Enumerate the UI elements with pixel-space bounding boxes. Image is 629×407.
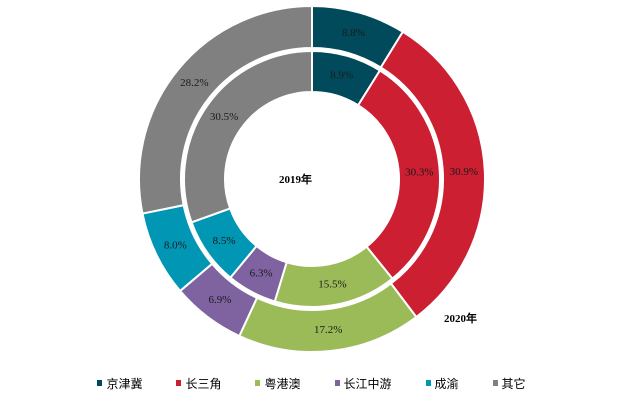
outer-label-changjiangzhongyou: 6.9% (209, 294, 232, 306)
inner-label-changsanjiao: 30.3% (405, 167, 433, 179)
legend-item-changjiangzhongyou[interactable]: 长江中游 (334, 375, 392, 392)
legend-swatch-icon (255, 380, 261, 386)
legend-label: 长江中游 (343, 376, 392, 391)
legend-label: 粤港澳 (264, 376, 301, 391)
legend-label: 成渝 (434, 376, 459, 391)
legend-label: 长三角 (185, 376, 222, 391)
outer-label-changsanjiao: 30.9% (450, 166, 478, 178)
legend-item-jingjinji[interactable]: 京津冀 (97, 375, 142, 392)
inner-ring-2019 (183, 49, 441, 308)
outer-label-qita: 28.2% (180, 77, 208, 89)
legend-item-yuegangao[interactable]: 粤港澳 (255, 375, 301, 392)
legend-item-chengyu[interactable]: 成渝 (425, 375, 459, 392)
outer-ring-2020 (138, 4, 486, 353)
segment-labels: 8.9% 30.3% 15.5% 6.3% 8.5% 30.5% 8.8% 30.9% 17.2… (164, 27, 478, 336)
outer-segment-qita[interactable] (138, 4, 313, 215)
outer-label-jingjinji: 8.8% (342, 27, 365, 39)
nested-donut-chart: 8.9% 30.3% 15.5% 6.3% 8.5% 30.5% 8.8% 30.9% 17.2… (138, 4, 486, 353)
legend-swatch-icon (425, 380, 431, 386)
inner-segment-qita[interactable] (183, 49, 313, 224)
outer-year-label: 2020年 (444, 311, 477, 325)
inner-label-jingjinji: 8.9% (330, 70, 353, 82)
inner-label-qita: 30.5% (210, 111, 238, 123)
inner-label-changjiangzhongyou: 6.3% (250, 268, 273, 280)
inner-label-chengyu: 8.5% (213, 235, 236, 247)
legend-swatch-icon (97, 380, 103, 386)
legend-label: 其它 (501, 376, 526, 391)
outer-label-yuegangao: 17.2% (314, 324, 342, 336)
legend-item-changsanjiao[interactable]: 长三角 (176, 375, 221, 392)
legend-swatch-icon (176, 380, 182, 386)
legend-swatch-icon (492, 380, 498, 386)
center-year-label: 2019年 (279, 172, 312, 186)
legend-swatch-icon (334, 380, 340, 386)
legend-item-qita[interactable]: 其它 (492, 375, 526, 392)
outer-label-chengyu: 8.0% (164, 239, 187, 251)
inner-label-yuegangao: 15.5% (318, 279, 346, 291)
legend-label: 京津冀 (106, 376, 143, 391)
legend: 京津冀 长三角 粤港澳 长江中游 成渝 其它 (0, 373, 629, 393)
